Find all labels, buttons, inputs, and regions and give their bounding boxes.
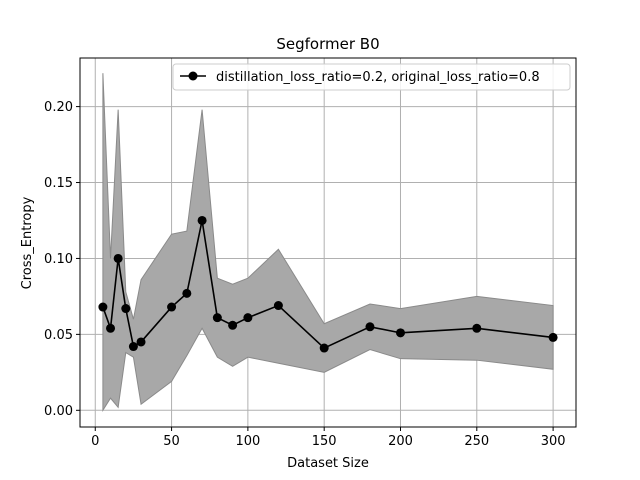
data-point — [98, 302, 108, 312]
data-point — [136, 337, 146, 347]
legend-box — [172, 63, 571, 91]
plot-frame — [79, 57, 577, 428]
legend-label: distillation_loss_ratio=0.2, original_lo… — [216, 70, 540, 85]
data-point — [395, 328, 405, 338]
data-point — [228, 320, 238, 330]
y-tick-label: 0.00 — [44, 404, 73, 419]
data-point — [182, 288, 192, 298]
data-point — [113, 253, 123, 263]
band-layer — [102, 73, 554, 413]
x-tick-label: 250 — [464, 434, 489, 449]
data-point — [106, 323, 116, 333]
data-point — [365, 322, 375, 332]
x-tick-label: 300 — [541, 434, 566, 449]
confidence-band — [102, 73, 554, 413]
x-tick-label: 150 — [312, 434, 337, 449]
x-tick-label: 0 — [91, 434, 99, 449]
x-tick-label: 200 — [388, 434, 413, 449]
y-tick-label: 0.05 — [44, 328, 73, 343]
data-point — [197, 215, 207, 225]
y-ticks: 0.00 0.05 0.10 0.15 0.20 — [44, 100, 80, 419]
chart-title: Segformer B0 — [276, 35, 379, 53]
y-tick-label: 0.20 — [44, 100, 73, 115]
y-tick-label: 0.15 — [44, 176, 73, 191]
x-tick-label: 50 — [163, 434, 180, 449]
points-layer — [98, 215, 558, 353]
legend: distillation_loss_ratio=0.2, original_lo… — [172, 63, 571, 91]
x-axis-label: Dataset Size — [287, 456, 369, 471]
data-point — [121, 304, 131, 314]
y-axis-label: Cross_Entropy — [20, 196, 35, 289]
data-point — [273, 301, 283, 311]
data-point — [212, 313, 222, 323]
x-tick-label: 100 — [235, 434, 260, 449]
data-point — [128, 342, 138, 352]
line-layer — [102, 220, 554, 349]
legend-marker-swatch — [188, 71, 198, 81]
data-point — [472, 323, 482, 333]
series-line — [102, 220, 554, 349]
y-tick-label: 0.10 — [44, 252, 73, 267]
data-point — [243, 313, 253, 323]
data-point — [319, 343, 329, 353]
x-ticks: 0 50 100 150 200 250 300 — [91, 427, 566, 449]
data-point — [548, 332, 558, 342]
data-point — [167, 302, 177, 312]
